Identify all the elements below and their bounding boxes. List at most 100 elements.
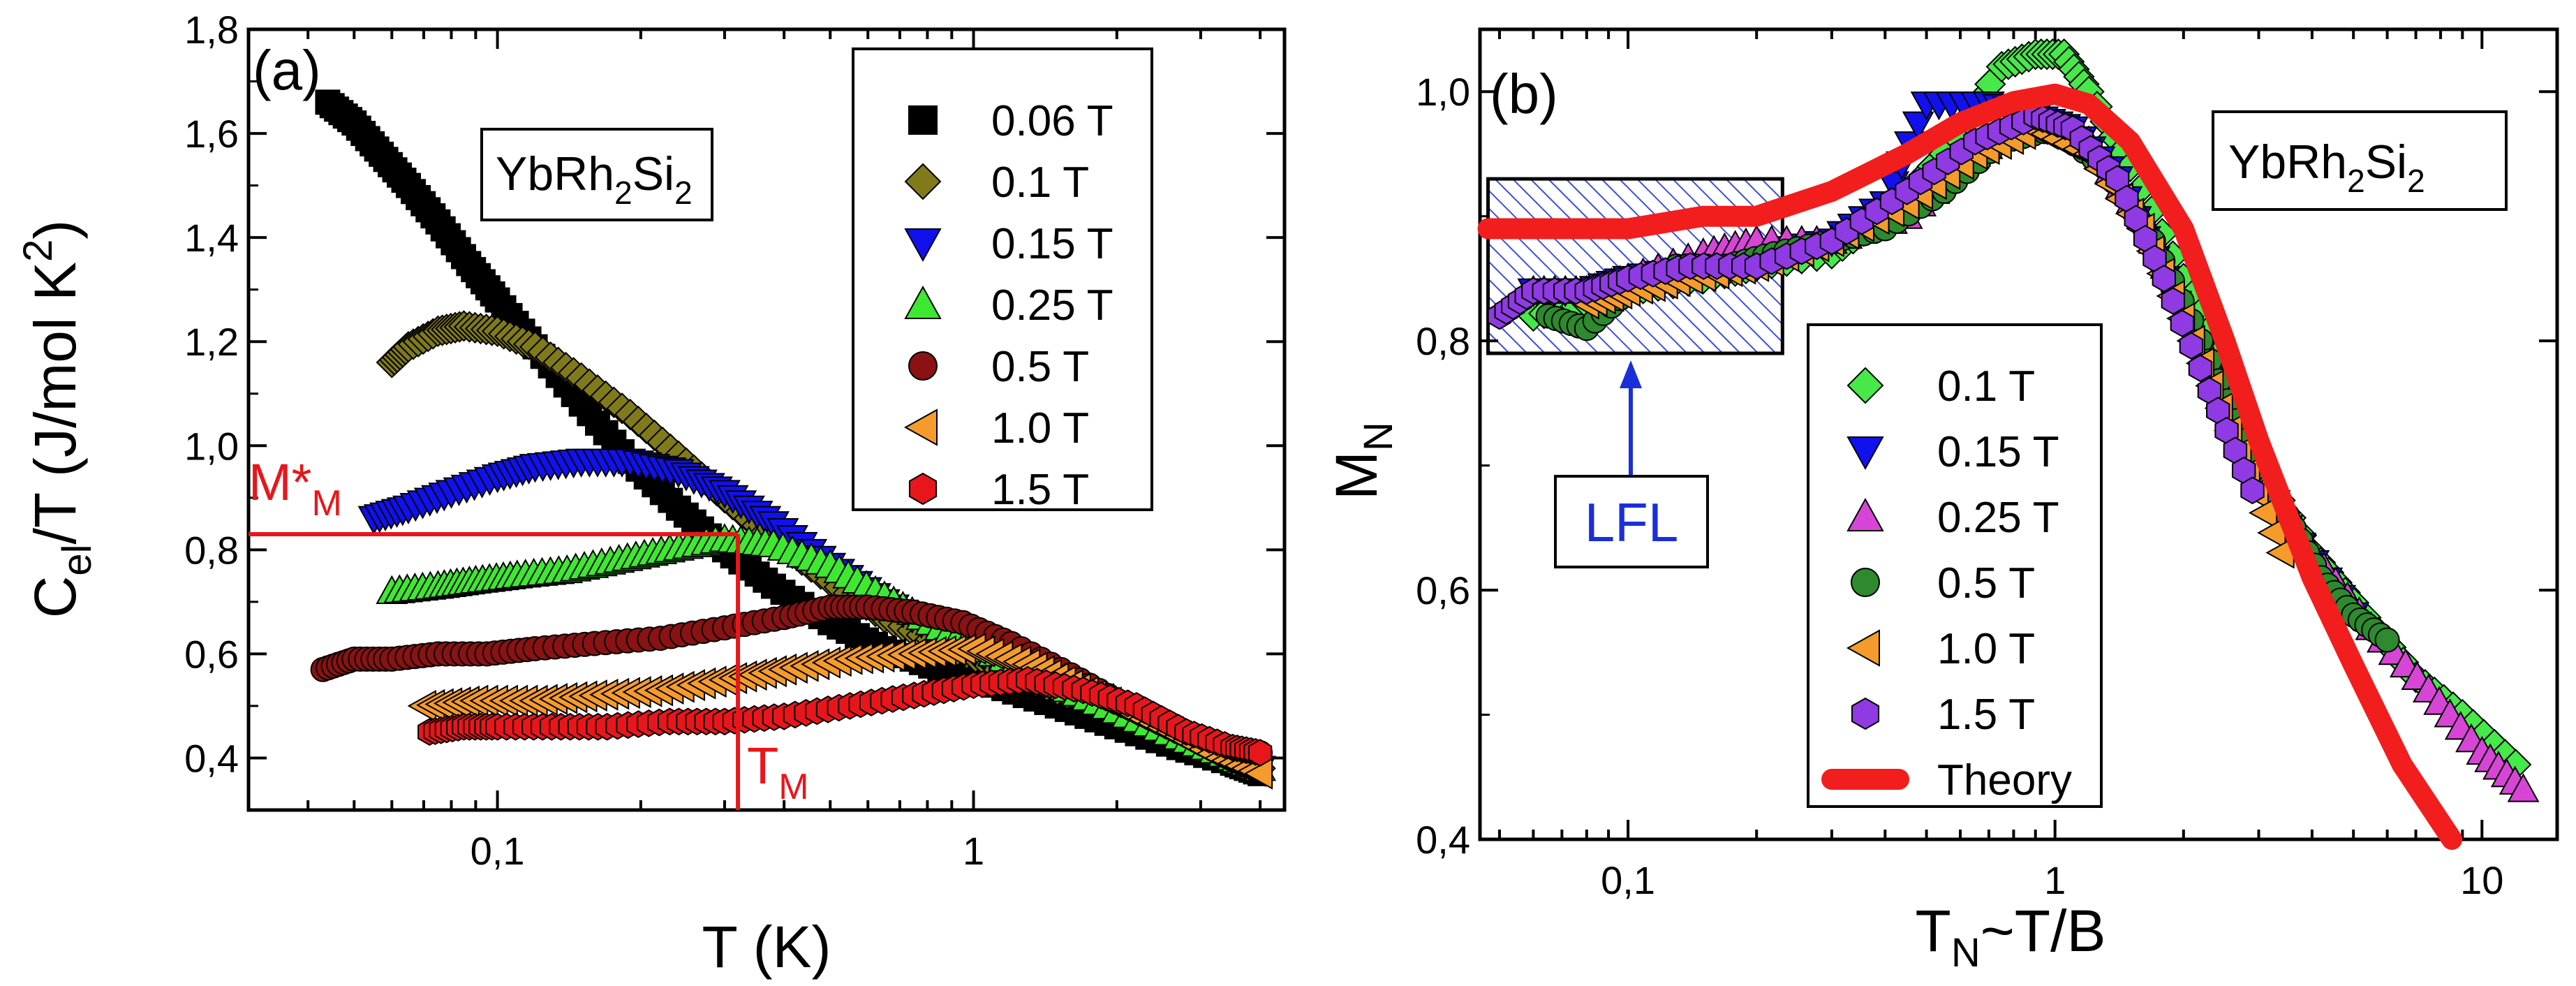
legend-label: 0.5 T [1937,559,2035,608]
data-point [2507,773,2540,802]
legend-marker [904,285,942,319]
panel-a: 0,4 0,6 0,8 1,0 1,2 1,4 1,6 1,8 0,1 1 (a) YbRh2Si… [15,8,1287,980]
panel-b-legend [1807,323,2103,808]
data-point [1902,111,1934,140]
legend-label: 1.0 T [991,404,1089,452]
legend-item: 0.25 T [1846,494,2059,542]
panel-b-axes: 0,4 0,6 0,8 1,0 0,1 1 10 [1416,29,2557,902]
panel-b-sample-box [2212,110,2508,211]
panel-a-sample-label: YbRh2Si2 [496,147,693,211]
panel-a-legend-items: 0.06 T 0.1 T 0.15 T 0.25 T 0.5 T 1.0 T 1.5 T [903,97,1113,514]
legend-item: 1.5 T [908,466,1089,514]
legend-label: 1.0 T [1937,625,2035,673]
legend-marker [904,228,942,263]
panel-b: 0,4 0,6 0,8 1,0 0,1 1 10 (b) YbRh2Si2 LFL 0.1 … [1324,27,2559,976]
panel-a-marks [310,89,1277,790]
legend-item: 0.15 T [904,220,1113,268]
data-point [2188,354,2213,383]
legend-item: 1.0 T [903,404,1089,452]
y-tick-label: 0,8 [184,528,239,572]
panel-a-label: (a) [253,39,321,101]
y-tick-label: 1,6 [184,112,239,156]
theory-line [1477,83,2463,850]
legend-marker [908,472,938,506]
data-point [2161,287,2186,315]
x-tick-label: 10 [2460,858,2503,902]
x-tick-label: 1 [963,829,984,873]
series-1.5-t [417,665,1273,767]
panel-b-marks [1477,38,2540,850]
legend-marker [1846,629,1880,667]
lfl-label-box [1554,475,1709,568]
legend-marker [908,105,938,135]
legend-marker [1851,697,1880,730]
y-tick-label: 0,4 [1416,818,1470,862]
series-theory [1477,83,2463,850]
legend-marker [908,351,938,381]
panel-b-label: (b) [1490,63,1558,125]
y-tick-label: 1,0 [1416,70,1470,114]
panel-b-x-axis-title: TN~T/B [1916,898,2106,976]
legend-item: 0.5 T [1851,559,2035,608]
panel-b-y-axis-title: MN [1324,422,1401,500]
legend-item: 0.1 T [904,159,1089,207]
panel-a-legend [852,47,1153,511]
legend-item: 1.5 T [1851,691,2035,739]
legend-label: 0.15 T [991,220,1113,268]
legend-label: 1.5 T [1937,691,2035,739]
legend-marker [1846,367,1884,404]
y-tick-label: 0,6 [1416,568,1470,612]
legend-item: 0.5 T [908,343,1089,391]
legend-label: 1.5 T [991,466,1089,514]
annotation-t-m: TM [747,737,809,807]
series-1.5-t [1487,103,2265,505]
panel-b-legend-items: 0.1 T 0.15 T 0.25 T 0.5 T 1.0 T 1.5 T Theory [1821,362,2072,804]
legend-marker [1851,568,1880,597]
legend-item: 0.06 T [908,97,1113,145]
legend-label: 0.15 T [1937,428,2059,476]
data-point [2152,265,2177,293]
data-point [1248,739,1273,767]
panel-b-sample-label: YbRh2Si2 [2228,135,2425,199]
panel-a-axes: 0,4 0,6 0,8 1,0 1,2 1,4 1,6 1,8 0,1 1 [184,8,1285,873]
x-tick-label: 0,1 [471,829,525,873]
y-tick-label: 0,6 [184,632,239,676]
legend-item: 1.0 T [1846,625,2035,673]
legend-item: 0.15 T [1846,428,2059,476]
legend-marker [1846,497,1884,531]
y-tick-label: 1,2 [184,320,239,364]
legend-item: Theory [1821,756,2072,804]
y-tick-label: 1,8 [184,8,239,52]
legend-label: 0.25 T [991,281,1113,330]
panel-a-y-axis-title: Cel/T (J/mol K2) [15,220,100,619]
legend-label: 0.1 T [991,159,1089,207]
legend-marker [904,163,942,200]
y-tick-label: 1,0 [184,424,239,468]
data-point [2374,627,2400,653]
legend-label: 0.06 T [991,97,1113,145]
legend-item: 0.1 T [1846,362,2035,411]
y-tick-label: 1,4 [184,216,239,260]
data-point [1243,757,1273,790]
x-tick-label: 0,1 [1601,858,1655,902]
lfl-label: LFL [1585,492,1678,553]
data-point [2179,332,2204,360]
legend-item: 0.25 T [904,281,1113,330]
y-tick-label: 0,4 [184,736,239,780]
series-1.0-t [407,632,1273,790]
legend-marker [1846,436,1884,471]
x-tick-label: 1 [2044,858,2066,902]
data-point [2240,476,2265,505]
lfl-arrow-head [1620,360,1642,388]
legend-label: 0.25 T [1937,494,2059,542]
legend-label: Theory [1937,756,2072,804]
data-point [2170,309,2195,338]
annotation-m-star: M*M [249,453,342,524]
y-tick-label: 0,8 [1416,319,1470,363]
panel-a-sample-box [480,128,713,221]
panel-a-x-axis-title: T (K) [702,914,831,980]
legend-marker [903,409,938,446]
legend-label: 0.1 T [1937,362,2035,411]
legend-label: 0.5 T [991,343,1089,391]
